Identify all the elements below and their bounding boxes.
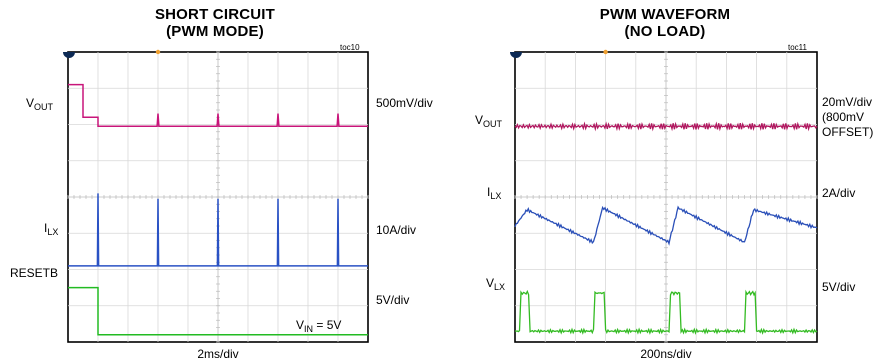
trace-1 (514, 205, 818, 246)
left-title: SHORT CIRCUIT (PWM MODE) (60, 6, 370, 40)
left-label-vout: VOUT (26, 96, 54, 112)
right-title: PWM WAVEFORM (NO LOAD) (505, 6, 825, 40)
trigger-position-icon (155, 49, 161, 55)
left-title-line1: SHORT CIRCUIT (154, 6, 276, 23)
left-annotation-vin: VIN = 5V (296, 318, 342, 334)
trigger-marker-icon (63, 52, 75, 58)
left-figure-id: toc10 (340, 43, 360, 52)
right-title-line2: (NO LOAD) (624, 23, 706, 40)
trigger-marker-icon (510, 52, 522, 58)
right-scale-ilx: 2A/div (822, 186, 856, 200)
trace-1 (68, 193, 368, 267)
right-scale-vout: 20mV/div (822, 95, 873, 109)
left-scale-vout: 500mV/div (376, 96, 433, 110)
right-scale-vlx: 5V/div (822, 280, 856, 294)
left-scale-resetb: 5V/div (376, 293, 410, 307)
left-label-ilx: ILX (44, 221, 59, 237)
left-title-line2: (PWM MODE) (166, 23, 264, 40)
left-label-resetb: RESETB (10, 266, 59, 280)
left-x-axis-label: 2ms/div (197, 347, 239, 361)
right-oscilloscope-plot (510, 49, 818, 343)
right-scale-vout-extra2: OFFSET) (822, 125, 874, 139)
right-x-axis-label: 200ns/div (640, 347, 692, 361)
trigger-position-icon (603, 49, 608, 55)
right-label-vlx: VLX (486, 276, 506, 292)
right-label-ilx: ILX (487, 185, 502, 201)
left-scale-ilx: 10A/div (376, 223, 417, 237)
left-oscilloscope-plot (63, 49, 369, 343)
right-figure-id: toc11 (788, 43, 807, 52)
trace-2 (68, 286, 368, 336)
right-label-vout: VOUT (475, 113, 503, 129)
trace-0 (514, 121, 818, 132)
right-title-line1: PWM WAVEFORM (599, 6, 731, 23)
trace-2 (514, 289, 818, 335)
right-scale-vout-extra1: (800mV (822, 110, 865, 124)
trace-0 (68, 83, 368, 128)
